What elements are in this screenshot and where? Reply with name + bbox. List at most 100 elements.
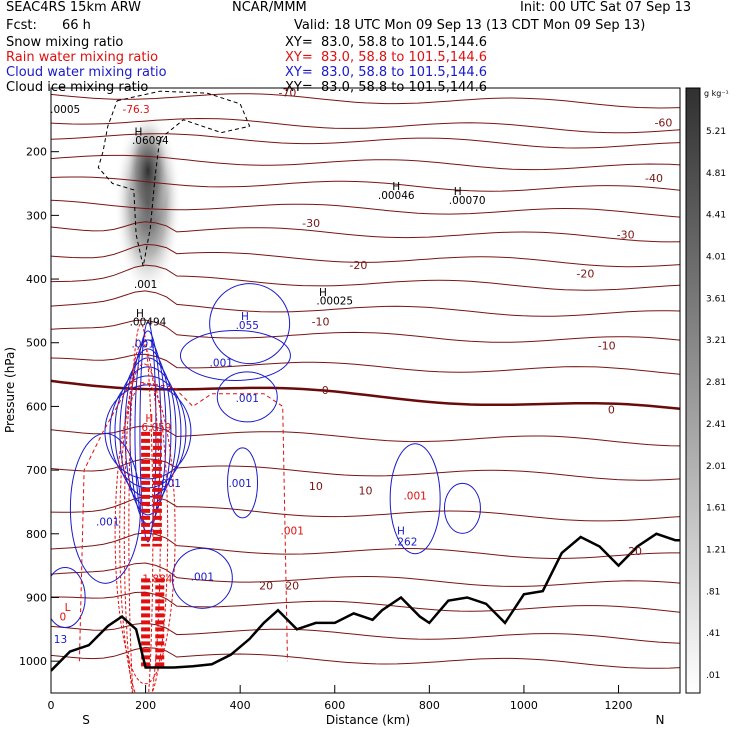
- colorbar-label: 2.41: [706, 420, 726, 430]
- x-tick-label: 400: [230, 699, 251, 712]
- axis-end-north: N: [656, 713, 665, 727]
- x-tick-label: 1200: [605, 699, 633, 712]
- colorbar-label: 4.81: [706, 169, 726, 179]
- isotherm-label: -30: [617, 228, 635, 241]
- field-rain-name: Rain water mixing ratio: [6, 50, 159, 65]
- isotherm-line: [51, 176, 680, 192]
- contour-value-label: .0005: [50, 104, 80, 116]
- cloud-water-contour: [69, 432, 141, 584]
- contour-value-label: H: [454, 186, 462, 198]
- contour-value-label: .001: [96, 517, 119, 529]
- isotherm-label: 0: [608, 404, 615, 417]
- contour-value-label: .001: [228, 478, 251, 490]
- model-title: SEAC4RS 15km ARW: [6, 0, 142, 15]
- isotherm-line: [51, 133, 680, 149]
- plot-area: -70 -60 -40 -30 -30 -20 -20 -10 -10 0 0 10 10 20 20 20.…: [50, 86, 680, 693]
- forecast-hour: 66 h: [62, 18, 91, 33]
- isotherm-line: [51, 221, 680, 243]
- contour-value-label: .001: [158, 478, 181, 490]
- isotherm-label: -20: [349, 259, 367, 272]
- x-tick-label: 800: [419, 699, 440, 712]
- plot-frame: [50, 87, 681, 694]
- x-tick-label: 200: [135, 699, 156, 712]
- cloud-water-contour: [179, 329, 291, 381]
- x-tick-label: 600: [324, 699, 345, 712]
- isotherm-label: -70: [278, 86, 296, 99]
- y-tick-label: 700: [26, 464, 47, 477]
- y-tick-label: 1000: [19, 655, 47, 668]
- contour-value-label: .00494: [130, 317, 167, 329]
- contour-value-label: .06094: [132, 135, 169, 147]
- contour-value-label: .00070: [449, 195, 486, 207]
- contour-value-label: H: [392, 181, 400, 193]
- cloud-water-contour: [171, 547, 233, 609]
- contour-value-label: .001: [191, 571, 214, 583]
- contour-value-label: .001: [132, 338, 155, 350]
- forecast-label: Fcst:: [6, 18, 37, 33]
- isotherm-label: 0: [322, 384, 329, 397]
- colorbar-labels: 5.21 4.81 4.41 4.01 3.61 3.21 2.81 2.41 2.01 1.61…: [706, 127, 726, 681]
- isotherm-label: -40: [645, 172, 663, 185]
- contour-value-label: .00046: [378, 190, 415, 202]
- colorbar-label: 4.01: [706, 253, 726, 263]
- x-axis: 0 200 400 600 800 1000 1200: [48, 685, 633, 712]
- field-snow-name: Snow mixing ratio: [6, 35, 124, 50]
- isotherm-line: [51, 353, 680, 375]
- x-tick-label: 0: [48, 699, 55, 712]
- contour-value-label: .001: [236, 393, 259, 405]
- y-tick-label: 600: [26, 400, 47, 413]
- contour-value-label: 1.884: [142, 573, 172, 585]
- isotherm-line: [51, 532, 680, 560]
- contour-value-label: .001: [210, 357, 233, 369]
- isotherm-line: [51, 622, 680, 644]
- colorbar: [685, 87, 701, 694]
- y-tick-label: 800: [26, 528, 47, 541]
- isotherm-label: 10: [359, 484, 373, 497]
- contour-value-label: .055: [236, 320, 259, 332]
- cloud-ice-contour: [97, 90, 251, 267]
- contour-value-label: H: [145, 413, 153, 425]
- y-tick-label: 500: [26, 337, 47, 350]
- field-cloudwater-xy: XY= 83.0, 58.8 to 101.5,144.6: [285, 65, 488, 80]
- x-tick-label: 1000: [510, 699, 538, 712]
- isotherm-label: 20: [628, 545, 642, 558]
- cloud-water-contour: [227, 447, 259, 519]
- cloud-water-contour: [389, 443, 441, 555]
- center-label: NCAR/MMM: [232, 0, 307, 15]
- contour-value-label: .001: [403, 491, 426, 503]
- colorbar-label: 2.81: [706, 378, 726, 388]
- field-snow-xy: XY= 83.0, 58.8 to 101.5,144.6: [285, 35, 488, 50]
- isotherm-label: 10: [309, 480, 323, 493]
- contour-value-label: .00025: [316, 296, 353, 308]
- y-tick-label: 200: [26, 146, 47, 159]
- y-tick-label: 400: [26, 273, 47, 286]
- contour-value-label: L: [65, 602, 71, 614]
- y-tick-label: 300: [26, 209, 47, 222]
- isotherm-line: [51, 117, 680, 134]
- isotherm-label: -10: [312, 316, 330, 329]
- colorbar-label: 2.01: [706, 462, 726, 472]
- field-rain-xy: XY= 83.0, 58.8 to 101.5,144.6: [285, 50, 488, 65]
- cloud-water-contour: [216, 371, 278, 423]
- contour-value-label: .262: [394, 536, 417, 548]
- contour-value-label: H: [319, 287, 327, 299]
- field-cloudwater-name: Cloud water mixing ratio: [6, 65, 167, 80]
- contour-value-label: H: [397, 526, 405, 538]
- isotherm-line: [51, 93, 680, 109]
- isotherm-line: [51, 290, 680, 317]
- isotherm-label: -20: [576, 267, 594, 280]
- rain-water-contour: [78, 380, 288, 662]
- colorbar-unit: g kg⁻¹: [704, 89, 729, 98]
- colorbar-label: 5.21: [706, 127, 726, 137]
- contour-value-label: 0: [59, 612, 66, 624]
- isotherm-line: [51, 243, 680, 268]
- contour-value-label: .001: [281, 526, 304, 538]
- contour-value-label: H: [136, 308, 144, 320]
- axis-end-south: S: [82, 713, 90, 727]
- contour-value-label: -76.3: [123, 104, 150, 116]
- contour-value-label: 13: [54, 634, 67, 646]
- rain-water-contour: [119, 363, 169, 693]
- cloud-water-contour: [209, 283, 291, 365]
- rain-water-contour: [114, 383, 176, 685]
